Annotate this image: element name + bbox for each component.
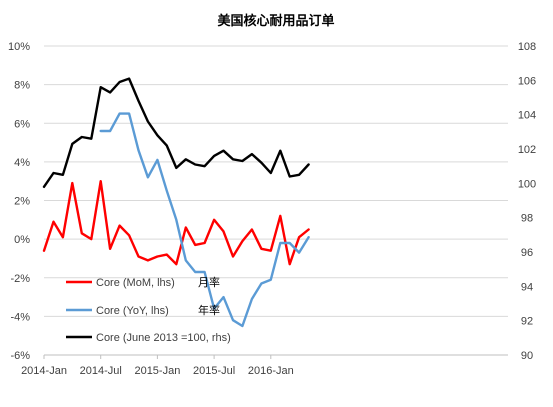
series-line	[42, 77, 310, 188]
right-tick-label: 96	[521, 247, 533, 259]
x-tick-label: 2015-Jul	[193, 365, 235, 377]
legend-label-cn: 月率	[198, 275, 220, 289]
series-lines	[42, 77, 310, 328]
left-tick-label: 10%	[8, 41, 30, 53]
legend-label-cn: 年率	[198, 303, 220, 317]
left-tick-label: 2%	[14, 196, 30, 208]
x-tick-label: 2015-Jan	[134, 365, 180, 377]
right-tick-label: 94	[521, 281, 533, 293]
x-tick-label: 2014-Jul	[80, 365, 122, 377]
left-tick-label: 4%	[14, 157, 30, 169]
chart-title: 美国核心耐用品订单	[217, 13, 334, 29]
right-tick-label: 90	[521, 350, 533, 362]
x-axis: 2014-Jan 2014-Jul 2015-Jan 2015-Jul 2016-Jan	[21, 354, 508, 377]
right-tick-label: 104	[518, 110, 536, 122]
right-tick-label: 100	[518, 178, 536, 190]
legend-label: Core (MoM, lhs)	[96, 277, 175, 289]
left-axis-ticks: -6% -4% -2% 0% 2% 4% 6% 8% 10%	[8, 41, 30, 362]
left-tick-label: -4%	[10, 311, 30, 323]
left-tick-label: -6%	[10, 350, 30, 362]
x-tick-label: 2016-Jan	[248, 365, 294, 377]
right-tick-label: 108	[518, 41, 536, 53]
right-tick-label: 106	[518, 75, 536, 87]
right-tick-label: 102	[518, 144, 536, 156]
left-tick-label: 6%	[14, 118, 30, 130]
left-tick-label: 0%	[14, 234, 30, 246]
series-line	[42, 180, 310, 266]
right-axis-ticks: 90 92 94 96 98 100 102 104 106 108	[518, 41, 536, 362]
x-tick-label: 2014-Jan	[21, 365, 67, 377]
series-line	[99, 112, 310, 328]
legend-label: Core (YoY, lhs)	[96, 305, 169, 317]
legend-label: Core (June 2013 =100, rhs)	[96, 332, 231, 344]
right-tick-label: 98	[521, 213, 533, 225]
right-tick-label: 92	[521, 316, 533, 328]
left-tick-label: 8%	[14, 80, 30, 92]
legend: Core (MoM, lhs) 月率 Core (YoY, lhs) 年率 Core (…	[66, 275, 231, 344]
left-tick-label: -2%	[10, 273, 30, 285]
